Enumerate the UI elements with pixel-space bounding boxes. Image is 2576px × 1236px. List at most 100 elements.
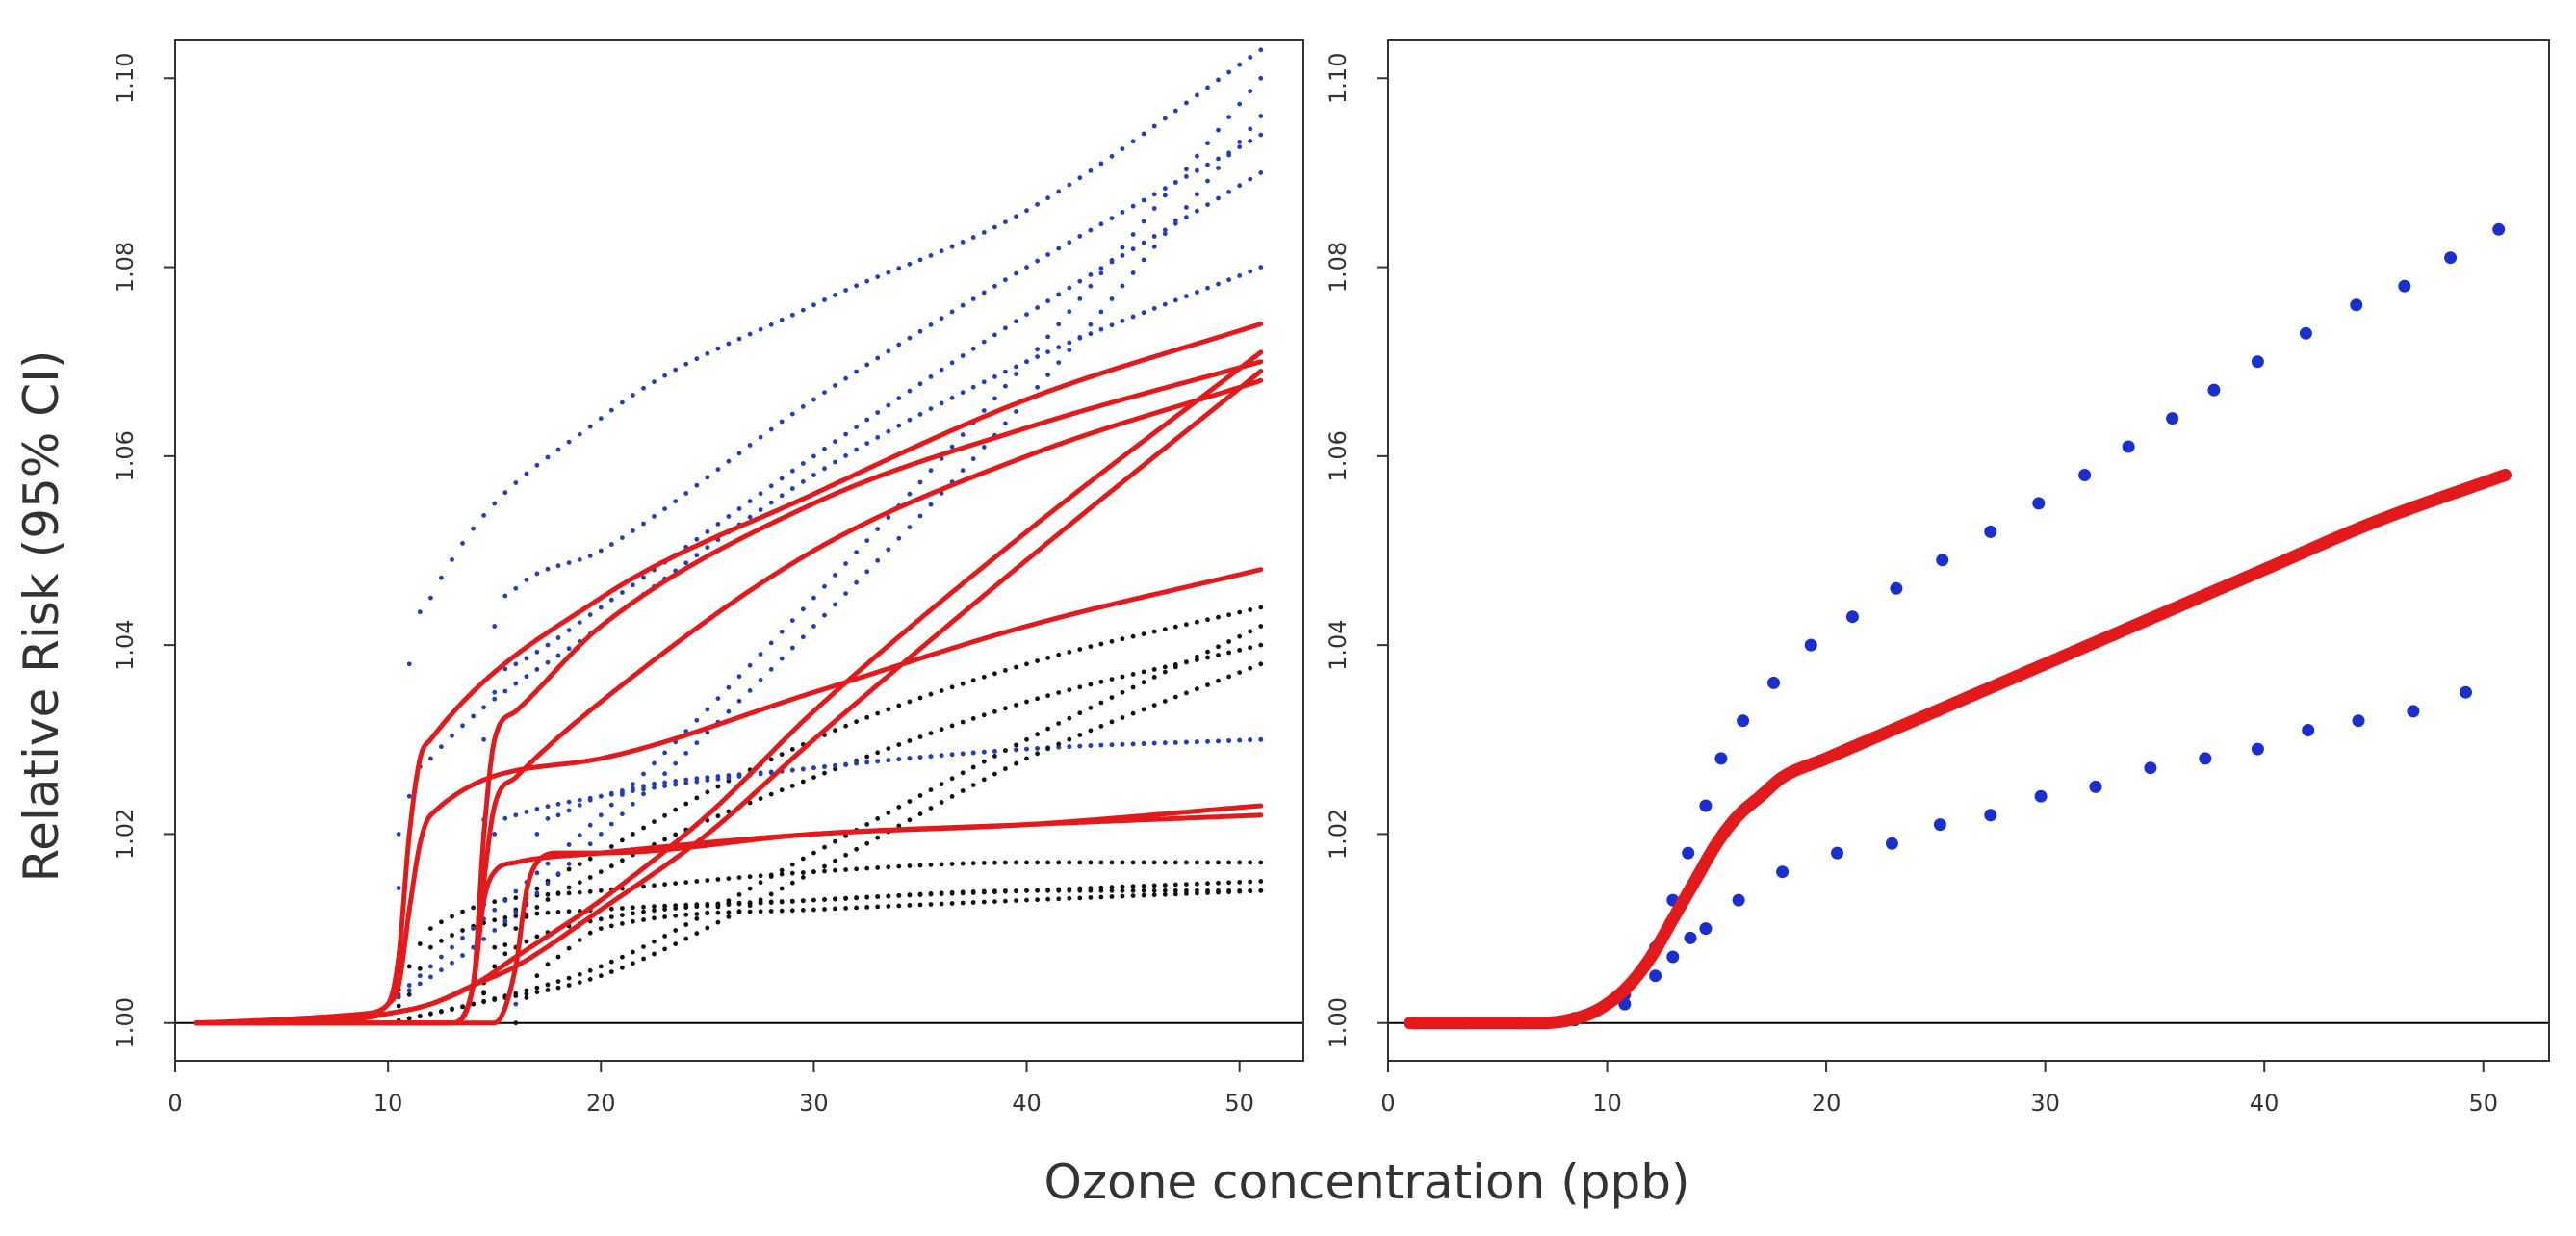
- ci-point: [1226, 880, 1231, 886]
- ci-point: [641, 884, 646, 889]
- ci-point: [641, 521, 646, 527]
- ci-point: [789, 784, 795, 788]
- ci-point: [577, 431, 582, 437]
- ci-point: [875, 274, 881, 279]
- ci-point: [608, 844, 614, 849]
- ci-point: [396, 886, 401, 890]
- ci-point: [1003, 860, 1008, 865]
- ci-point: [736, 674, 742, 680]
- ci-point: [822, 897, 827, 902]
- ci-point: [566, 945, 572, 951]
- ci-point: [587, 554, 593, 558]
- ci-point: [907, 738, 913, 743]
- ci-point: [875, 865, 881, 870]
- ci-point: [534, 911, 540, 916]
- ci-point: [768, 769, 774, 775]
- ci-point: [1184, 174, 1189, 179]
- ci-point: [662, 771, 667, 777]
- ci-point: [1130, 860, 1136, 865]
- ci-point: [789, 618, 795, 623]
- ci-point: [694, 356, 700, 362]
- ci-point: [907, 335, 913, 341]
- ci-point: [620, 590, 625, 595]
- ci-point: [1130, 672, 1136, 677]
- ci-point: [1014, 664, 1018, 670]
- ci-point: [577, 803, 582, 808]
- ci-point: [417, 609, 423, 615]
- ci-point: [1130, 270, 1136, 275]
- ci-point: [1109, 888, 1115, 893]
- ci-point: [1035, 696, 1040, 702]
- ci-point: [534, 890, 540, 896]
- ci-point: [705, 350, 710, 356]
- ci-point: [1248, 629, 1253, 634]
- ci-point: [1226, 674, 1231, 680]
- ci-point: [1109, 894, 1115, 899]
- ci-point: [960, 719, 966, 725]
- ci-point: [1195, 654, 1199, 659]
- ci-point: [620, 837, 625, 843]
- ci-point: [917, 734, 923, 739]
- ci-point: [758, 677, 763, 682]
- ci-point: [992, 771, 997, 777]
- ci-point: [1258, 265, 1264, 270]
- ci-point: [1151, 860, 1157, 865]
- ci-point: [758, 652, 763, 657]
- ci-point: [460, 723, 465, 729]
- ci-point: [406, 983, 412, 988]
- ci-point: [502, 915, 508, 920]
- ci-point: [1248, 176, 1253, 182]
- ci-point: [854, 760, 859, 766]
- ci-point: [758, 491, 763, 497]
- ci-point: [460, 928, 465, 933]
- ci-point: [577, 557, 582, 562]
- ci-point: [1056, 189, 1062, 194]
- ci-point: [896, 893, 902, 898]
- ci-point: [1098, 894, 1104, 900]
- ci-point: [1024, 661, 1029, 667]
- ci-point: [1130, 884, 1136, 889]
- ci-point: [1130, 888, 1136, 893]
- ci-point: [1035, 258, 1040, 264]
- ci-point: [641, 917, 646, 922]
- estimate-line: [193, 803, 1264, 1026]
- lower-ci-series: [385, 661, 1264, 1026]
- ci-point: [1195, 686, 1199, 692]
- ci-point: [1237, 888, 1243, 894]
- ci-point: [811, 302, 816, 308]
- ci-point: [513, 895, 519, 901]
- ci-point: [1195, 167, 1199, 173]
- ci-point: [1162, 883, 1168, 888]
- ci-point: [662, 506, 667, 511]
- ci-point: [598, 964, 604, 969]
- ci-point: [502, 815, 508, 821]
- ci-point: [545, 988, 551, 992]
- ci-point: [1195, 208, 1199, 214]
- ci-point: [907, 903, 913, 908]
- ci-point: [662, 882, 667, 888]
- ci-point: [534, 462, 540, 468]
- ci-point: [1045, 298, 1050, 304]
- ci-point: [981, 408, 987, 413]
- ci-point: [683, 880, 689, 885]
- ci-point: [896, 396, 902, 400]
- ci-point: [779, 476, 785, 481]
- ci-point: [1226, 69, 1231, 75]
- ci-point: [1056, 292, 1062, 297]
- ci-point: [747, 800, 753, 806]
- ci-point: [949, 244, 955, 249]
- ci-point: [555, 635, 561, 640]
- ci-point: [1205, 890, 1210, 895]
- ci-point: [566, 862, 572, 866]
- ci-point: [896, 823, 902, 829]
- ci-point: [439, 919, 444, 925]
- ci-point: [1141, 240, 1146, 245]
- ci-point: [886, 402, 891, 408]
- ci-point: [949, 684, 955, 690]
- ci-point: [1184, 739, 1189, 745]
- ci-point: [886, 428, 891, 434]
- ci-point: [1014, 319, 1018, 324]
- ci-point: [1109, 719, 1115, 725]
- ci-point: [534, 985, 540, 991]
- ci-point: [917, 479, 923, 485]
